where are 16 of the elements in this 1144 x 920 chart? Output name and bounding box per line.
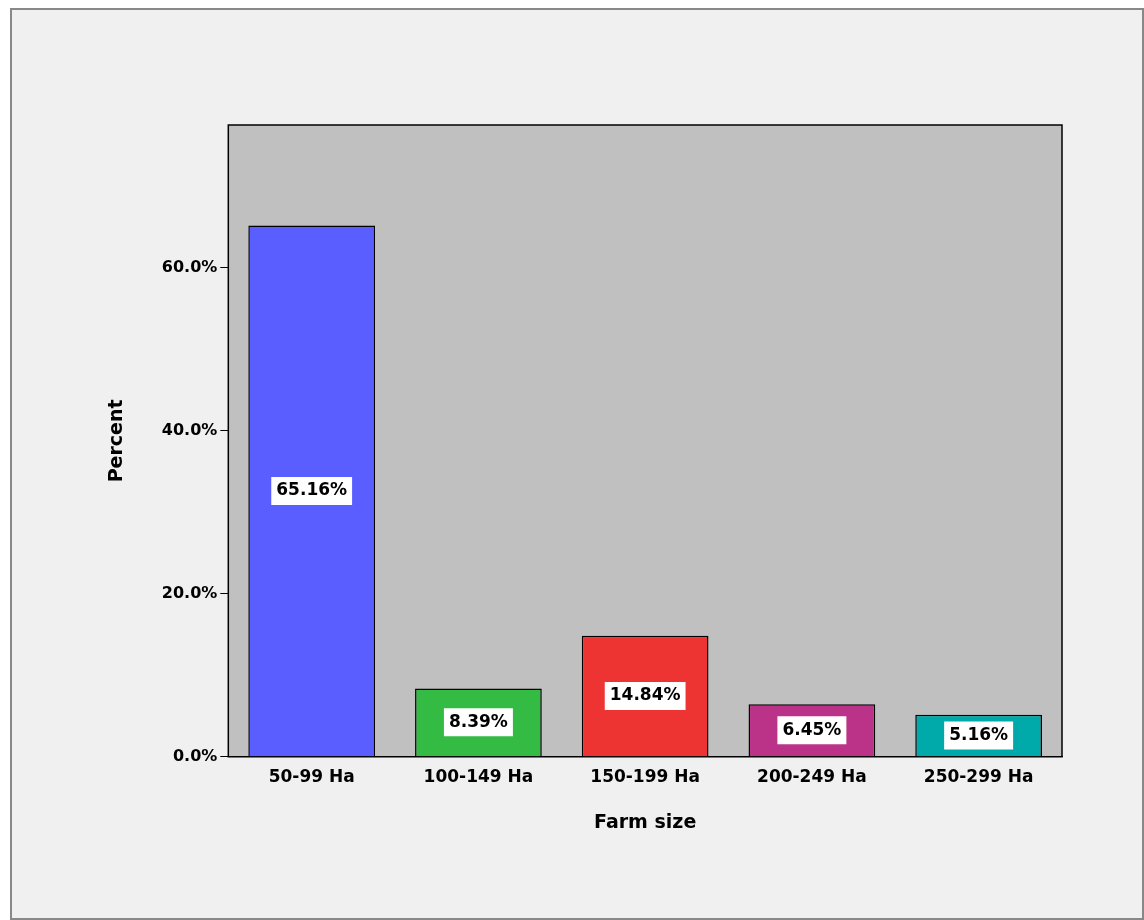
y-tick-label: 0.0% [172, 745, 218, 765]
x-tick-label: 50-99 Ha [268, 766, 355, 787]
data-label: 14.84% [609, 684, 681, 705]
y-axis-title: Percent [104, 399, 127, 483]
x-tick-label: 100-149 Ha [423, 766, 534, 787]
x-tick-label: 200-249 Ha [757, 766, 867, 787]
x-axis-title: Farm size [594, 809, 697, 832]
data-label: 5.16% [949, 723, 1009, 744]
x-tick-label: 250-299 Ha [923, 766, 1034, 787]
data-label: 65.16% [276, 479, 348, 500]
data-label: 8.39% [448, 710, 508, 731]
data-label: 6.45% [782, 718, 842, 739]
y-tick-label: 40.0% [161, 419, 218, 439]
y-tick-label: 60.0% [161, 256, 218, 276]
y-tick-label: 20.0% [161, 582, 218, 602]
x-tick-label: 150-199 Ha [590, 766, 700, 787]
